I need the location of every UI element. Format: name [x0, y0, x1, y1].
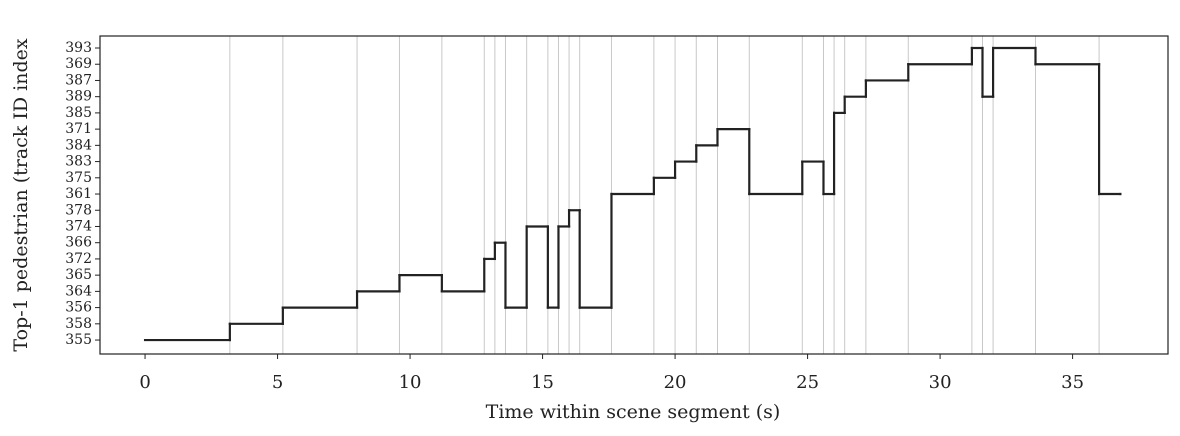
y-tick-label: 375 [65, 170, 92, 186]
y-tick-label: 387 [65, 72, 92, 88]
x-tick-label: 35 [1061, 372, 1084, 393]
y-tick-label: 393 [65, 40, 92, 56]
y-axis-label: Top-1 pedestrian (track ID index [10, 38, 32, 351]
y-tick-label: 383 [65, 154, 92, 170]
y-tick-label: 358 [65, 316, 92, 332]
y-tick-label: 365 [65, 267, 92, 283]
y-tick-label: 366 [65, 235, 92, 251]
x-tick-label: 15 [531, 372, 554, 393]
x-tick-label: 10 [399, 372, 422, 393]
y-tick-label: 361 [65, 186, 92, 202]
x-tick-label: 25 [796, 372, 819, 393]
y-tick-label: 384 [65, 137, 92, 153]
y-tick-label: 372 [65, 251, 92, 267]
x-axis-label: Time within scene segment (s) [486, 401, 781, 423]
x-tick-label: 20 [664, 372, 687, 393]
y-tick-label: 356 [65, 300, 92, 316]
y-tick-label: 385 [65, 105, 92, 121]
y-tick-label: 355 [65, 332, 92, 348]
y-tick-label: 374 [65, 218, 92, 234]
y-tick-label: 378 [65, 202, 92, 218]
y-tick-label: 371 [65, 121, 92, 137]
y-tick-label: 364 [65, 283, 92, 299]
plot-frame [99, 35, 1169, 355]
x-tick-label: 0 [139, 372, 150, 393]
y-tick-label: 389 [65, 89, 92, 105]
x-tick-label: 5 [272, 372, 283, 393]
y-tick-label: 369 [65, 56, 92, 72]
x-tick-label: 30 [929, 372, 952, 393]
